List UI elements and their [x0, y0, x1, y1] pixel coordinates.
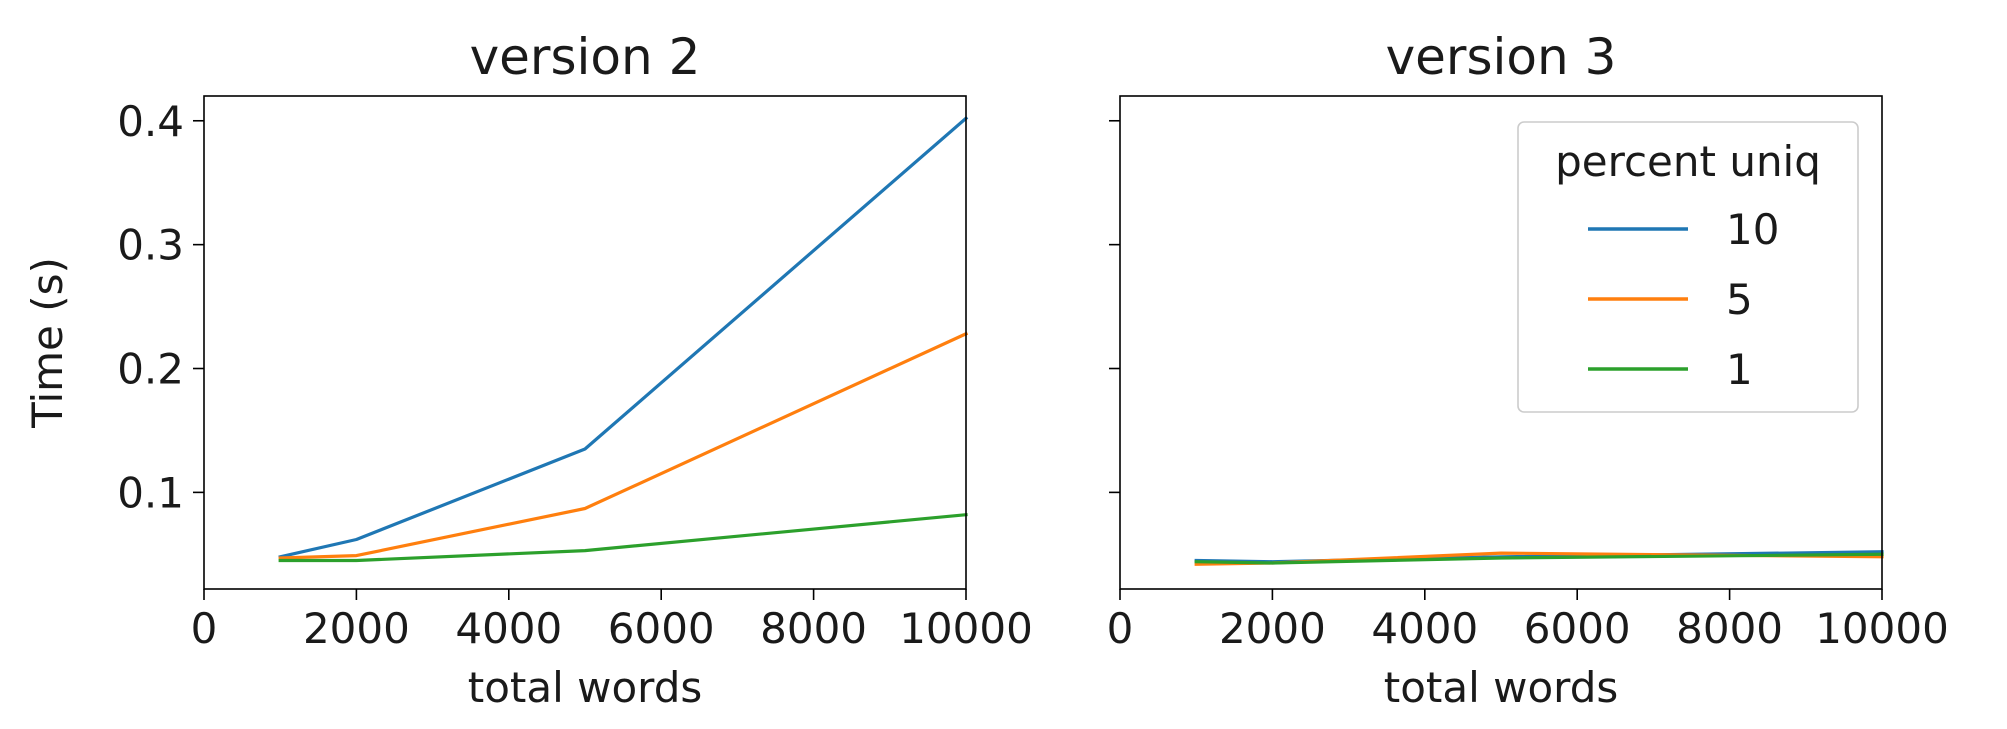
x-tick-label: 10000 [1815, 604, 1949, 653]
chart-title: version 2 [470, 28, 701, 86]
series-line-1 [278, 512, 968, 563]
x-tick-label: 0 [191, 604, 218, 653]
legend-entry-label: 5 [1726, 275, 1753, 324]
plot-frame [1119, 95, 1883, 590]
x-axis-label: total words [1384, 663, 1619, 712]
series-line-1 [1194, 552, 1884, 565]
y-axis-label: Time (s) [23, 257, 72, 429]
series-line-10 [278, 116, 969, 559]
y-tick-label: 0.4 [117, 97, 184, 146]
chart-title: version 3 [1386, 28, 1617, 86]
x-axis-label: total words [468, 663, 703, 712]
y-tick-label: 0.3 [117, 221, 184, 270]
legend-entry-label: 10 [1726, 205, 1779, 254]
chart-panel-2: 0 2000 4000 6000 8000 10000 version 3 total wor… [1107, 28, 1949, 712]
series-line-5 [278, 331, 969, 560]
legend-entry-label: 1 [1726, 345, 1753, 394]
legend-box [1517, 121, 1859, 413]
plot-frame [203, 95, 967, 590]
legend: percent uniq 10 5 1 [1517, 121, 1859, 413]
x-tick-label: 4000 [1371, 604, 1478, 653]
y-tick-label: 0.1 [117, 468, 184, 517]
y-tick-label: 0.2 [117, 345, 184, 394]
legend-title: percent uniq [1555, 137, 1821, 186]
x-tick-label: 6000 [608, 604, 715, 653]
x-tick-label: 8000 [760, 604, 867, 653]
x-tick-label: 8000 [1676, 604, 1783, 653]
chart-panel-1: 0 2000 4000 6000 8000 10000 0.1 0.2 0.3 0.4 versio… [23, 28, 1033, 712]
x-tick-label: 0 [1107, 604, 1134, 653]
x-tick-label: 2000 [1219, 604, 1326, 653]
x-tick-label: 6000 [1524, 604, 1631, 653]
x-tick-label: 2000 [303, 604, 410, 653]
x-tick-label: 4000 [455, 604, 562, 653]
x-tick-label: 10000 [899, 604, 1033, 653]
